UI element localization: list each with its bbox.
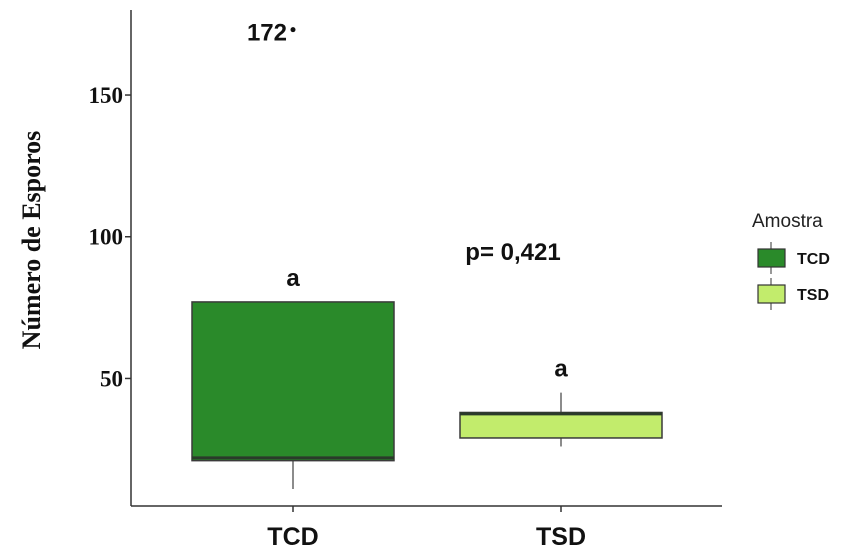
outlier-label: 172 [247, 20, 287, 47]
box-body [459, 411, 663, 439]
boxes: aa [191, 265, 663, 489]
significance-letter: a [554, 356, 568, 383]
x-tick-label: TSD [536, 523, 586, 548]
legend-title: Amostra [752, 211, 823, 232]
significance-letter: a [286, 265, 300, 292]
box-body [191, 301, 395, 462]
legend-item-label: TCD [797, 251, 830, 268]
x-ticks: TCD TSD [267, 506, 586, 548]
legend: Amostra TCD TSD [752, 211, 830, 310]
x-tick-label: TCD [267, 523, 318, 548]
outlier-point [290, 27, 296, 33]
legend-item-tsd: TSD [757, 278, 829, 310]
legend-key-swatch [757, 248, 786, 268]
box-tcd: a [191, 265, 395, 489]
y-tick-label: 100 [89, 225, 124, 250]
y-tick-label: 50 [100, 366, 123, 391]
legend-key-swatch [757, 284, 786, 304]
legend-item-label: TSD [797, 287, 829, 304]
legend-item-tcd: TCD [757, 242, 830, 274]
outliers: 172 [247, 20, 296, 47]
y-axis-label: Número de Esporos [17, 131, 46, 350]
p-value-annotation: p= 0,421 [465, 239, 560, 266]
y-ticks: 50 100 150 [89, 83, 131, 391]
box-tsd: a [459, 356, 663, 447]
y-tick-label: 150 [89, 83, 124, 108]
axes [130, 10, 722, 507]
